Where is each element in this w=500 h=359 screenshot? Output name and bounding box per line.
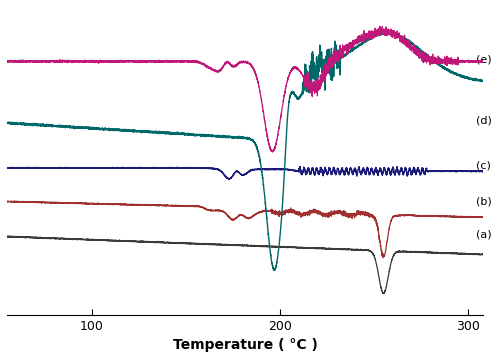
Text: (c): (c): [476, 160, 490, 171]
Text: (a): (a): [476, 229, 492, 239]
X-axis label: Temperature ( °C ): Temperature ( °C ): [172, 338, 318, 352]
Text: (b): (b): [476, 196, 492, 206]
Text: (e): (e): [476, 54, 492, 64]
Text: (d): (d): [476, 116, 492, 126]
